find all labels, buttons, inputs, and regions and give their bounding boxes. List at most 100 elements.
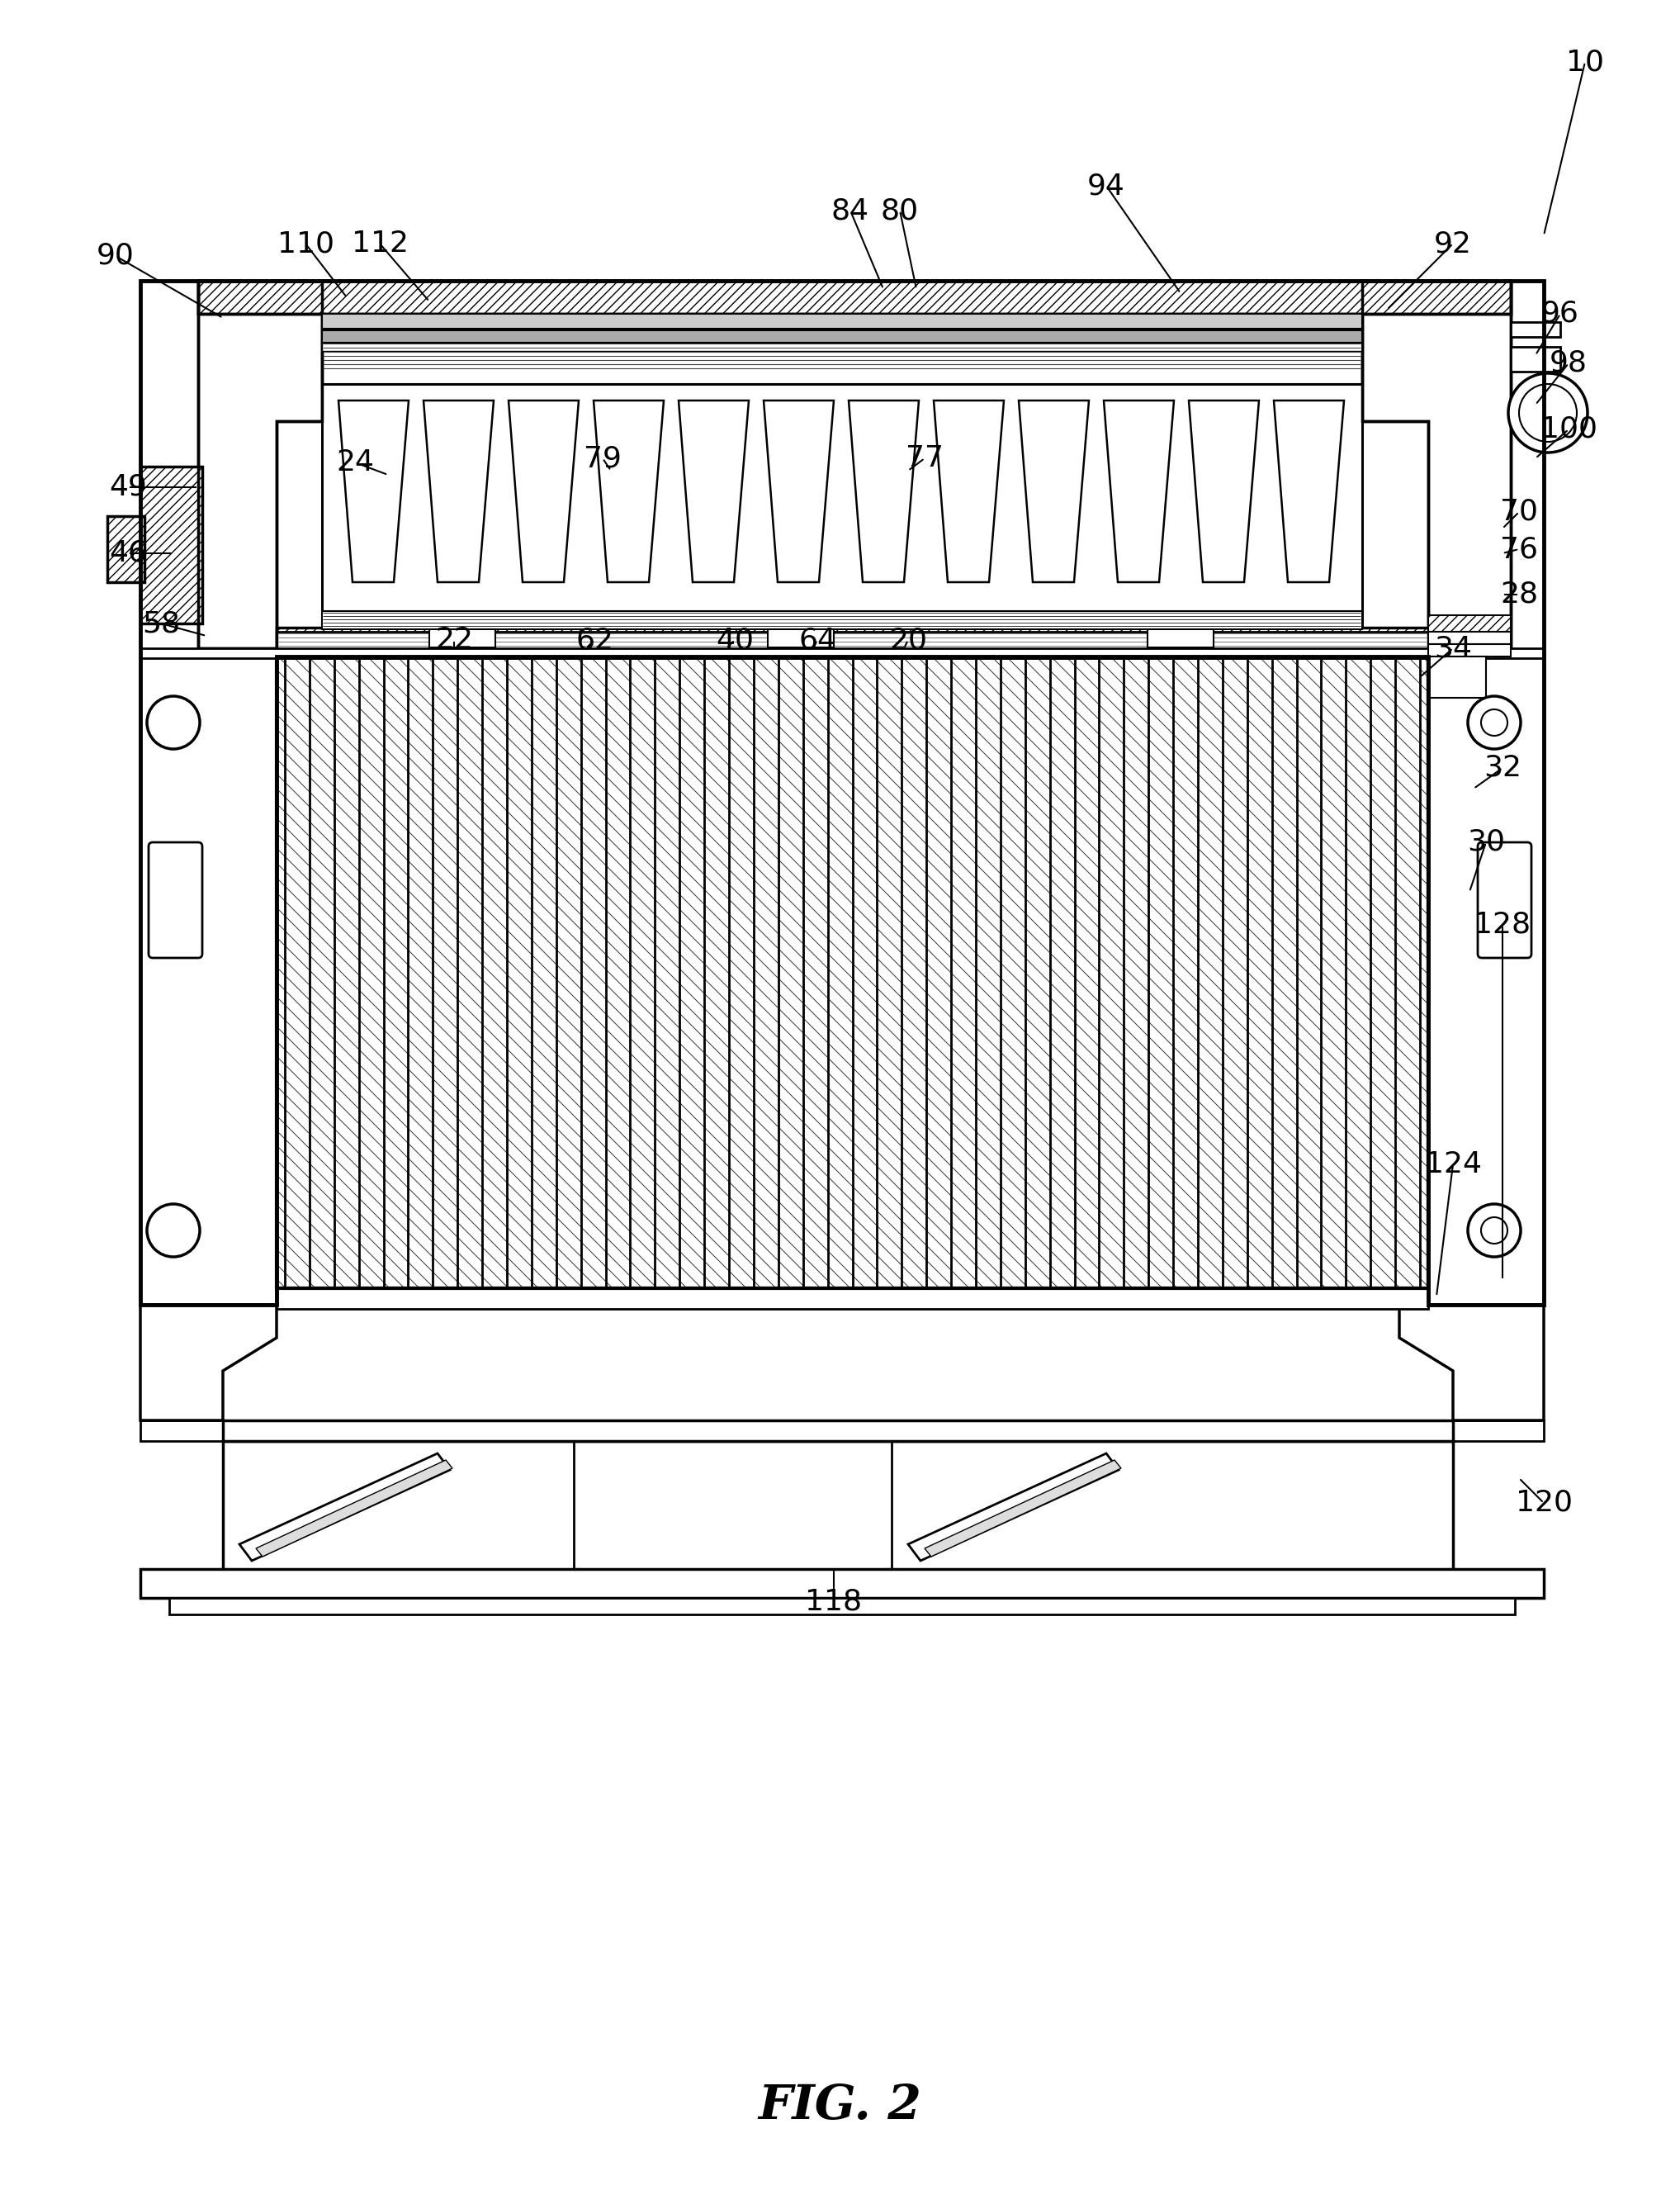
Polygon shape — [240, 1454, 450, 1562]
Bar — [1428, 645, 1510, 656]
Circle shape — [1519, 384, 1578, 442]
Text: 110: 110 — [277, 230, 334, 258]
Polygon shape — [764, 400, 833, 583]
Bar — [141, 647, 1544, 658]
Bar — [141, 466, 202, 623]
Bar — [323, 342, 1362, 384]
Text: 10: 10 — [1566, 49, 1604, 75]
Circle shape — [1482, 709, 1507, 736]
Text: 112: 112 — [351, 230, 408, 258]
Polygon shape — [1104, 400, 1174, 583]
Text: 28: 28 — [1500, 581, 1539, 610]
Bar — [323, 331, 1362, 342]
Text: 98: 98 — [1549, 349, 1588, 378]
Circle shape — [146, 696, 200, 749]
Bar — [323, 612, 1362, 630]
Bar — [277, 632, 1428, 658]
Bar — [1147, 630, 1213, 647]
Text: 96: 96 — [1541, 300, 1579, 327]
Text: 49: 49 — [109, 473, 146, 501]
Text: 118: 118 — [805, 1588, 862, 1617]
Bar — [430, 630, 496, 647]
Circle shape — [1468, 1204, 1520, 1257]
Text: 70: 70 — [1500, 497, 1537, 526]
Bar — [198, 281, 1510, 314]
Text: 32: 32 — [1483, 753, 1522, 782]
Bar — [768, 630, 833, 647]
Polygon shape — [141, 1306, 277, 1420]
Circle shape — [1509, 373, 1588, 453]
Polygon shape — [423, 400, 494, 583]
Text: 92: 92 — [1435, 230, 1472, 258]
Bar — [277, 1288, 1428, 1310]
Bar — [277, 627, 1428, 652]
Bar — [198, 281, 1510, 314]
Text: 128: 128 — [1473, 910, 1530, 939]
Text: 34: 34 — [1435, 634, 1472, 663]
Polygon shape — [255, 1460, 452, 1557]
Text: 30: 30 — [1467, 828, 1505, 857]
Text: 77: 77 — [906, 444, 944, 473]
Text: 84: 84 — [832, 197, 869, 225]
Bar — [277, 627, 1428, 652]
Polygon shape — [1428, 656, 1544, 1306]
Text: 24: 24 — [336, 448, 375, 477]
FancyBboxPatch shape — [1478, 842, 1532, 959]
Text: 76: 76 — [1500, 535, 1537, 563]
Text: 20: 20 — [889, 625, 927, 654]
Polygon shape — [141, 656, 277, 1306]
Bar — [108, 517, 144, 583]
Text: 40: 40 — [716, 625, 754, 654]
Text: 94: 94 — [1087, 172, 1126, 199]
Polygon shape — [1273, 400, 1344, 583]
FancyBboxPatch shape — [148, 842, 202, 959]
Text: 79: 79 — [583, 444, 622, 473]
Bar — [277, 656, 1428, 1288]
Bar — [223, 1440, 1453, 1573]
Bar — [141, 466, 202, 623]
Bar — [223, 1420, 1453, 1440]
Bar — [108, 517, 144, 583]
Text: 64: 64 — [798, 625, 837, 654]
Text: FIG. 2: FIG. 2 — [758, 2083, 921, 2129]
Polygon shape — [909, 1454, 1119, 1562]
Text: 58: 58 — [141, 610, 180, 638]
Bar — [323, 342, 1362, 351]
Polygon shape — [1018, 400, 1089, 583]
Polygon shape — [200, 283, 321, 647]
Bar — [170, 1597, 1515, 1615]
Polygon shape — [593, 400, 664, 583]
Text: 100: 100 — [1541, 415, 1598, 444]
Polygon shape — [1364, 283, 1509, 647]
Circle shape — [1482, 1217, 1507, 1244]
Bar — [141, 1420, 1544, 1440]
Text: 62: 62 — [576, 625, 613, 654]
Text: 124: 124 — [1425, 1151, 1482, 1177]
Polygon shape — [1362, 281, 1510, 647]
Text: 80: 80 — [880, 197, 919, 225]
Polygon shape — [848, 400, 919, 583]
Bar — [323, 314, 1362, 329]
Text: 22: 22 — [435, 625, 474, 654]
Bar — [1510, 323, 1561, 338]
Bar — [1428, 632, 1510, 645]
Polygon shape — [198, 281, 323, 647]
Bar — [1428, 616, 1510, 632]
Bar — [323, 384, 1362, 632]
Polygon shape — [324, 387, 1361, 630]
Bar — [1510, 347, 1561, 371]
Polygon shape — [338, 400, 408, 583]
Polygon shape — [1399, 1306, 1544, 1420]
Bar — [153, 842, 198, 950]
Polygon shape — [924, 1460, 1121, 1557]
Polygon shape — [1189, 400, 1258, 583]
Bar — [141, 1568, 1544, 1597]
Polygon shape — [509, 400, 578, 583]
Bar — [1428, 656, 1487, 698]
Text: 46: 46 — [109, 539, 146, 568]
Text: 90: 90 — [97, 243, 134, 269]
Circle shape — [1468, 696, 1520, 749]
Polygon shape — [934, 400, 1005, 583]
Polygon shape — [679, 400, 749, 583]
Text: 120: 120 — [1515, 1489, 1572, 1518]
